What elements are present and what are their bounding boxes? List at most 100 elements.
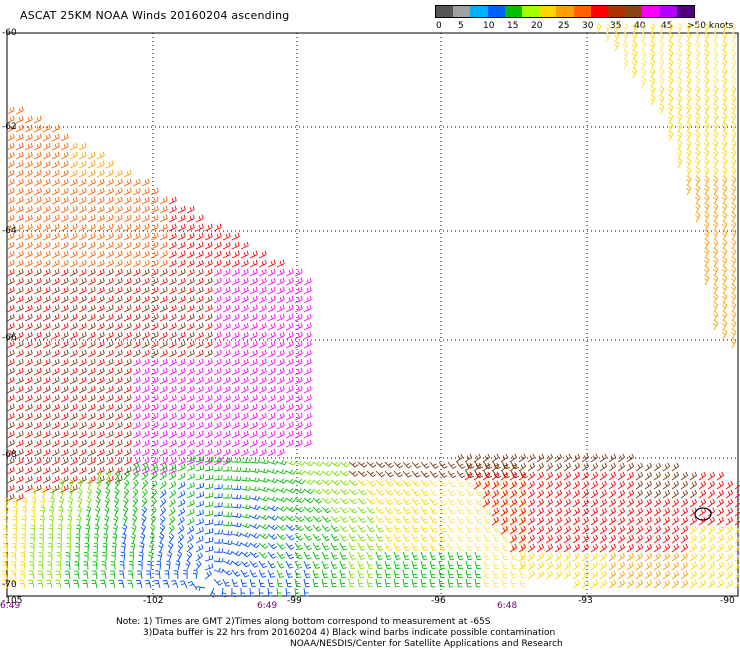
wind-barb bbox=[632, 32, 638, 43]
wind-barb bbox=[276, 448, 285, 457]
wind-barb bbox=[15, 421, 24, 430]
wind-barb bbox=[276, 313, 285, 322]
wind-barb bbox=[103, 524, 109, 535]
wind-barb bbox=[704, 86, 710, 97]
wind-barb bbox=[384, 497, 394, 505]
wind-barb bbox=[177, 304, 186, 313]
wind-barb bbox=[78, 385, 87, 394]
wind-barb bbox=[267, 439, 276, 448]
wind-barb bbox=[438, 515, 447, 524]
wind-barb bbox=[186, 268, 195, 277]
wind-barb bbox=[105, 457, 114, 466]
wind-barb bbox=[563, 543, 572, 553]
wind-barb bbox=[731, 158, 737, 169]
wind-barb bbox=[177, 232, 186, 241]
wind-barb bbox=[159, 367, 168, 376]
wind-barb bbox=[402, 479, 412, 487]
wind-barb bbox=[42, 430, 51, 439]
wind-barb bbox=[141, 367, 150, 376]
wind-barb bbox=[105, 367, 114, 376]
colorbar-label: 5 bbox=[458, 21, 464, 31]
wind-barb bbox=[704, 23, 710, 34]
wind-barb bbox=[285, 515, 296, 522]
wind-barb bbox=[599, 480, 608, 490]
wind-barb bbox=[698, 471, 707, 481]
wind-barb bbox=[623, 41, 629, 52]
wind-barb bbox=[87, 205, 96, 214]
wind-barb bbox=[78, 412, 87, 421]
wind-barb bbox=[411, 533, 420, 542]
wind-barb bbox=[668, 68, 674, 79]
wind-barb bbox=[58, 506, 64, 517]
wind-barb bbox=[222, 494, 233, 499]
wind-barb bbox=[599, 525, 608, 535]
wind-barb bbox=[113, 506, 119, 517]
wind-barb bbox=[572, 480, 581, 490]
wind-barb bbox=[186, 385, 195, 394]
wind-barb bbox=[177, 313, 186, 322]
wind-barb bbox=[15, 169, 24, 178]
wind-barb bbox=[267, 430, 276, 439]
wind-barb bbox=[83, 561, 89, 571]
wind-barb bbox=[713, 194, 719, 205]
wind-barb bbox=[96, 223, 105, 232]
wind-barb bbox=[60, 394, 69, 403]
wind-barb bbox=[599, 561, 608, 571]
wind-map-plot bbox=[1, 23, 740, 598]
wind-barb bbox=[285, 403, 294, 412]
wind-barb bbox=[159, 286, 168, 295]
wind-barb bbox=[527, 516, 536, 526]
wind-barb bbox=[581, 489, 590, 499]
wind-barb bbox=[348, 515, 358, 523]
wind-barb bbox=[105, 187, 114, 196]
wind-barb bbox=[96, 470, 102, 481]
wind-barb bbox=[204, 537, 214, 544]
wind-barb bbox=[213, 475, 223, 481]
wind-barb bbox=[15, 394, 24, 403]
wind-barb bbox=[42, 340, 51, 349]
wind-barb bbox=[632, 23, 638, 34]
wind-barb bbox=[110, 570, 116, 580]
wind-barb bbox=[393, 569, 400, 579]
wind-barb bbox=[249, 259, 258, 268]
wind-barb bbox=[87, 457, 96, 466]
wind-barb bbox=[632, 50, 638, 61]
wind-barb bbox=[510, 551, 518, 561]
wind-barb bbox=[677, 23, 683, 34]
wind-barb bbox=[177, 472, 186, 481]
wind-barb bbox=[707, 498, 716, 508]
wind-barb bbox=[150, 480, 158, 490]
wind-barb bbox=[731, 176, 737, 187]
colorbar-segment bbox=[573, 6, 591, 17]
wind-barb bbox=[24, 295, 33, 304]
wind-barb bbox=[231, 541, 242, 547]
wind-barb bbox=[51, 457, 60, 466]
wind-barb bbox=[15, 205, 24, 214]
wind-barb bbox=[303, 295, 312, 304]
wind-barb bbox=[456, 578, 463, 588]
wind-barb bbox=[689, 516, 698, 526]
wind-barb bbox=[69, 277, 78, 286]
wind-barb bbox=[258, 322, 267, 331]
wind-barb bbox=[157, 551, 163, 562]
wind-barb bbox=[276, 515, 287, 522]
wind-barb bbox=[48, 542, 53, 553]
wind-barb bbox=[94, 506, 101, 517]
wind-barb bbox=[186, 421, 195, 430]
wind-barb bbox=[429, 470, 439, 478]
wind-barb bbox=[24, 340, 33, 349]
wind-barb bbox=[186, 205, 195, 214]
wind-barb bbox=[231, 550, 242, 557]
wind-barb bbox=[167, 542, 174, 553]
wind-barb bbox=[15, 106, 24, 115]
wind-barb bbox=[123, 349, 132, 358]
wind-barb bbox=[46, 570, 53, 580]
wind-barb bbox=[132, 313, 141, 322]
wind-barb bbox=[78, 448, 87, 457]
wind-barb bbox=[165, 560, 171, 571]
wind-barb bbox=[438, 560, 446, 570]
wind-barb bbox=[42, 376, 51, 385]
wind-barb bbox=[102, 542, 108, 553]
wind-barb bbox=[249, 514, 260, 520]
wind-barb bbox=[149, 533, 155, 544]
